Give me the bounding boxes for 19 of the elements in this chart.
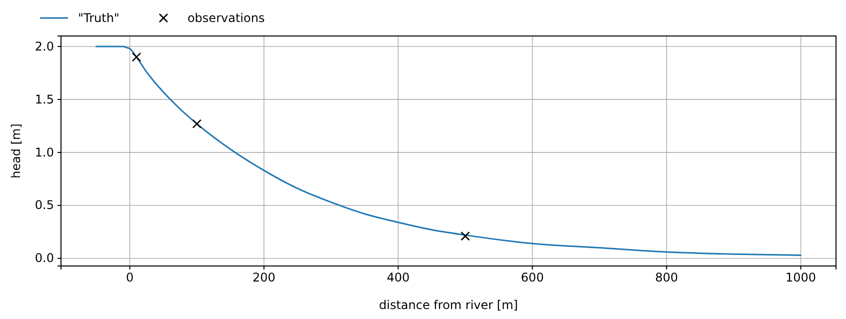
x-axis-title: distance from river [m] — [379, 298, 518, 312]
x-tick-label: 600 — [520, 270, 544, 285]
x-tick-label: 800 — [655, 270, 678, 285]
y-tick-label: 2.0 — [34, 39, 54, 54]
point — [192, 119, 202, 128]
point — [460, 231, 470, 241]
legend-label: observations — [187, 11, 265, 25]
y-tick-label: 1.0 — [34, 145, 54, 160]
y-axis-title: head [m] — [9, 124, 23, 178]
y-tick-label: 0.5 — [34, 198, 54, 212]
point — [132, 52, 142, 62]
x-tick-label: 1000 — [786, 270, 816, 285]
x-tick-label: 0 — [126, 270, 134, 285]
x-tick-label: 400 — [386, 270, 410, 285]
line-series — [95, 46, 802, 256]
y-tick-label: 0.0 — [34, 251, 54, 266]
legend-label: "Truth" — [78, 11, 120, 25]
y-tick-label: 1.5 — [34, 92, 54, 106]
x-tick-label: 200 — [252, 270, 276, 285]
